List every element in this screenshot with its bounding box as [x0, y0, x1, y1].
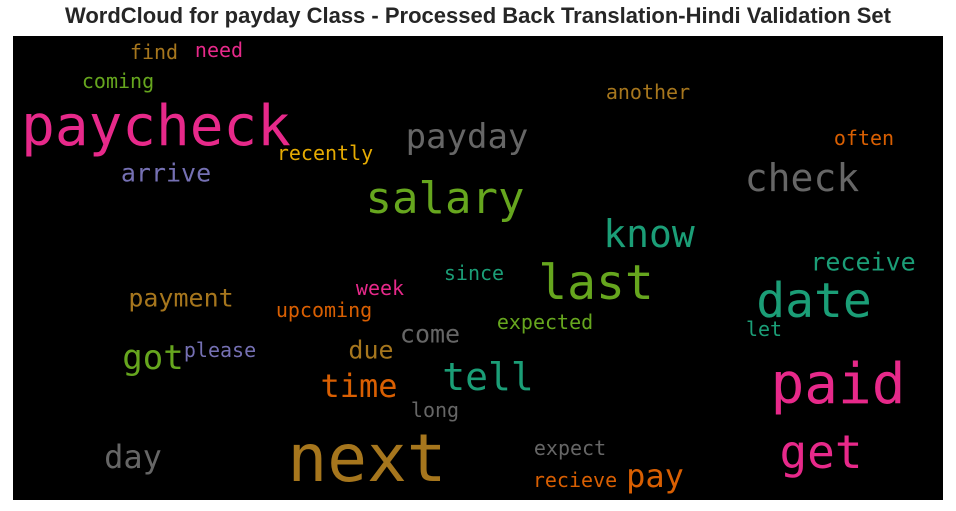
cloud-word-expect: expect [533, 436, 607, 460]
cloud-word-payday: payday [405, 117, 529, 157]
cloud-word-long: long [410, 398, 460, 422]
cloud-word-recieve: recieve [532, 468, 618, 492]
cloud-word-time: time [320, 367, 398, 405]
cloud-word-tell: tell [442, 355, 534, 399]
cloud-word-payment: payment [128, 283, 234, 313]
chart-title: WordCloud for payday Class - Processed B… [64, 3, 891, 28]
cloud-word-recently: recently [276, 141, 374, 165]
cloud-word-upcoming: upcoming [275, 298, 373, 322]
cloud-word-know: know [603, 212, 695, 256]
cloud-word-let: let [745, 317, 783, 341]
cloud-word-receive: receive [810, 247, 916, 277]
cloud-word-paycheck: paycheck [21, 94, 291, 159]
cloud-word-another: another [605, 80, 691, 104]
cloud-word-got: got [122, 338, 184, 378]
cloud-word-since: since [443, 261, 505, 285]
cloud-word-please: please [183, 338, 257, 362]
cloud-word-come: come [399, 319, 461, 349]
cloud-word-day: day [104, 438, 162, 476]
cloud-word-pay: pay [626, 457, 684, 495]
cloud-word-get: get [779, 425, 863, 479]
cloud-word-need: need [194, 38, 244, 62]
cloud-word-often: often [833, 126, 895, 150]
cloud-word-salary: salary [365, 173, 525, 224]
cloud-word-due: due [348, 335, 394, 365]
cloud-word-find: find [129, 40, 179, 64]
cloud-word-last: last [538, 255, 654, 311]
cloud-word-paid: paid [770, 352, 906, 417]
cloud-word-coming: coming [81, 69, 155, 93]
cloud-word-week: week [355, 276, 405, 300]
cloud-word-check: check [744, 156, 860, 200]
word-cloud-canvas: paycheck next paid date last salary get check kn… [13, 36, 943, 500]
cloud-word-expected: expected [496, 310, 594, 334]
cloud-word-arrive: arrive [120, 158, 212, 188]
cloud-word-date: date [756, 273, 872, 329]
cloud-word-next: next [287, 420, 447, 497]
